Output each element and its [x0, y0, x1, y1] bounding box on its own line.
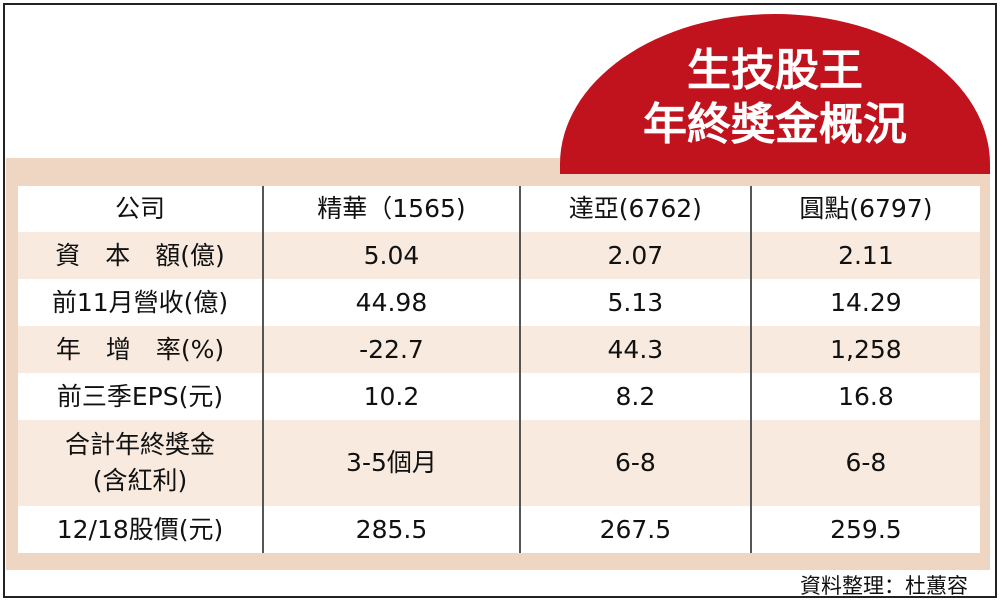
- table-cell: 前三季EPS(元): [56, 381, 224, 411]
- title: 生技股王: [687, 45, 863, 96]
- source: 資料整理：杜蕙容: [800, 574, 968, 598]
- table-cell: 資 本 額(億): [55, 240, 225, 270]
- table-cell: 5.13: [518, 279, 751, 326]
- table-row: 前11月營收(億) 44.98 5.13 14.29: [18, 279, 980, 326]
- table-cell: 達亞(6762): [518, 186, 751, 232]
- table-row: 12/18股價(元) 285.5 267.5 259.5: [18, 506, 980, 553]
- table-cell: 44.98: [262, 279, 520, 326]
- table-row: 年 增 率(%) -22.7 44.3 1,258: [18, 326, 980, 373]
- table-cell: 圓點(6797): [749, 186, 980, 232]
- table-cell: 14.29: [749, 279, 980, 326]
- table-cell: 2.07: [518, 232, 751, 279]
- table-cell: 44.3: [518, 326, 751, 373]
- table-cell: 3-5個月: [262, 420, 520, 506]
- table-cell: 259.5: [749, 506, 980, 553]
- table-cell: 前11月營收(億): [51, 287, 229, 317]
- table-cell: 8.2: [518, 373, 751, 420]
- table-cell: 5.04: [262, 232, 520, 279]
- table-row: 公司 精華（1565) 達亞(6762) 圓點(6797): [18, 186, 980, 232]
- title: 年終獎金概況: [643, 99, 907, 150]
- table-cell: 10.2: [262, 373, 520, 420]
- table-cell: 2.11: [749, 232, 980, 279]
- table: 公司 精華（1565) 達亞(6762) 圓點(6797) 資 本 額(億) 5.04 2.…: [18, 186, 980, 553]
- table-cell: 267.5: [518, 506, 751, 553]
- table-cell: 285.5: [262, 506, 520, 553]
- table-row: 前三季EPS(元) 10.2 8.2 16.8: [18, 373, 980, 420]
- table-cell: 公司: [114, 194, 165, 223]
- table-cell: 年 增 率(%): [55, 334, 225, 364]
- table-cell: 12/18股價(元): [56, 514, 224, 544]
- table-cell: 精華（1565): [262, 186, 520, 232]
- table-row: 合計年終獎金 (含紅利) 3-5個月 6-8 6-8: [18, 420, 980, 506]
- table-cell: 6-8: [749, 420, 980, 506]
- table-cell: 合計年終獎金 (含紅利): [64, 430, 215, 495]
- table-row: 資 本 額(億) 5.04 2.07 2.11: [18, 232, 980, 279]
- table-cell: 16.8: [749, 373, 980, 420]
- table-cell: 6-8: [518, 420, 751, 506]
- table-cell: 1,258: [749, 326, 980, 373]
- table-cell: -22.7: [262, 326, 520, 373]
